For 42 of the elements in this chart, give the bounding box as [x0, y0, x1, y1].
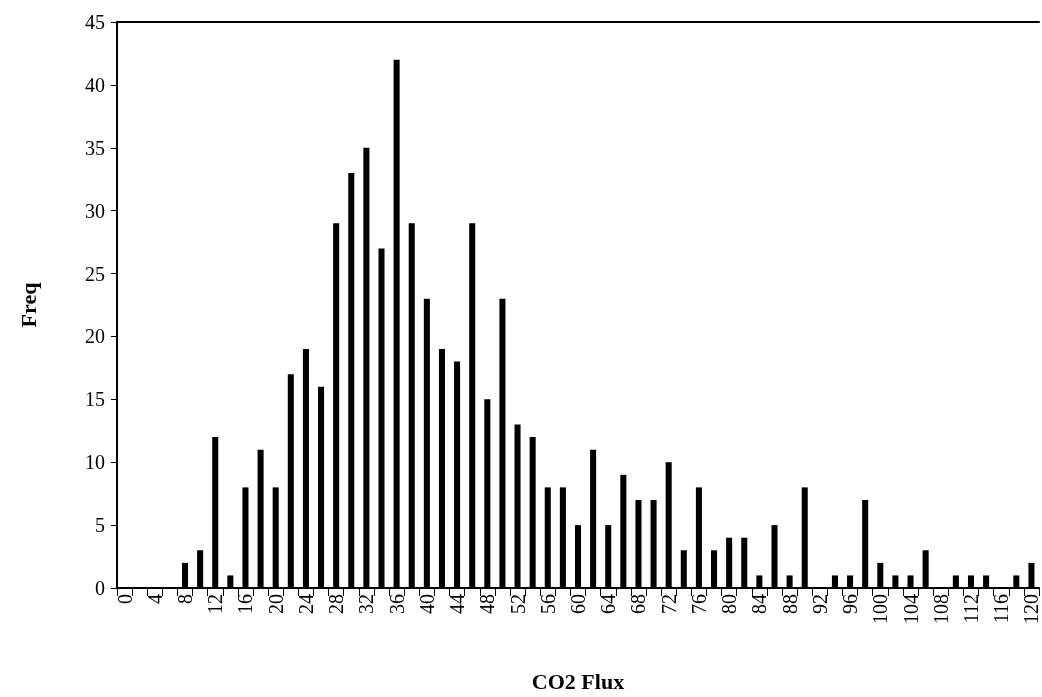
x-tick-label: 28 — [325, 594, 348, 614]
x-tick-label: 76 — [687, 594, 710, 614]
y-tick-label: 25 — [85, 262, 105, 285]
y-tick-label: 45 — [85, 11, 105, 33]
x-tick-label: 88 — [778, 594, 801, 614]
x-tick-label: 100 — [869, 594, 892, 624]
x-tick-label: 0 — [113, 594, 136, 604]
x-tick-label: 112 — [959, 594, 982, 624]
y-tick-label: 5 — [95, 514, 105, 537]
x-tick-label: 80 — [718, 594, 741, 614]
x-tick-label: 40 — [415, 594, 438, 614]
x-tick-label: 108 — [929, 594, 952, 624]
x-tick-label: 84 — [748, 594, 771, 614]
x-tick-label: 44 — [446, 594, 469, 614]
x-tick-label: 116 — [990, 594, 1013, 624]
x-tick-label: 68 — [627, 594, 650, 614]
x-tick-label: 56 — [536, 594, 559, 614]
x-tick-label: 52 — [506, 594, 529, 614]
x-tick-label: 32 — [355, 594, 378, 614]
x-tick-label: 72 — [657, 594, 680, 614]
x-tick-label: 48 — [476, 594, 499, 614]
x-tick-label: 64 — [597, 594, 620, 614]
y-tick-label: 10 — [85, 451, 105, 474]
x-axis-title: CO2 Flux — [531, 668, 625, 694]
x-tick-label: 120 — [1020, 594, 1042, 624]
y-tick-label: 20 — [85, 325, 105, 348]
x-tick-label: 12 — [204, 594, 227, 614]
x-tick-label: 16 — [234, 594, 257, 614]
x-tick-label: 24 — [294, 594, 317, 614]
x-tick-label: 96 — [839, 594, 862, 614]
y-axis-title: Freq — [15, 281, 41, 328]
x-tick-label: 20 — [264, 594, 287, 614]
y-tick-label: 40 — [85, 73, 105, 96]
x-tick-label: 92 — [808, 594, 831, 614]
x-tick-label: 60 — [567, 594, 589, 614]
y-tick-label: 15 — [85, 388, 105, 411]
y-tick-label: 30 — [85, 199, 105, 222]
y-tick-label: 35 — [85, 136, 105, 159]
x-tick-label: 104 — [899, 594, 922, 624]
x-tick-label: 36 — [385, 594, 408, 614]
x-tick-label: 8 — [174, 594, 197, 604]
x-tick-label: 4 — [143, 594, 166, 604]
